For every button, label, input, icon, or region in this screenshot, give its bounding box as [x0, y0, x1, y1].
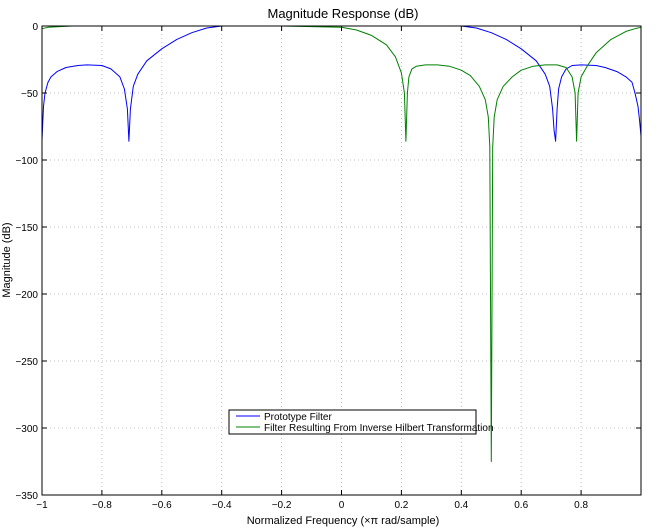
y-tick-label: −350 [15, 491, 38, 502]
x-tick-label: 0.6 [514, 500, 528, 511]
y-tick-label: −100 [15, 156, 38, 167]
x-tick-label: −1 [36, 500, 48, 511]
x-axis-ticks: −1 −0.8 −0.6 −0.4 −0.2 0 0.2 0.4 0.6 0.8 [36, 26, 588, 511]
x-tick-label: 0 [339, 500, 345, 511]
y-tick-label: −300 [15, 424, 38, 435]
y-axis-label: Magnitude (dB) [1, 222, 13, 297]
y-tick-label: −250 [15, 357, 38, 368]
y-tick-label: −200 [15, 290, 38, 301]
x-tick-label: 0.4 [454, 500, 468, 511]
legend: Prototype Filter Filter Resulting From I… [228, 409, 494, 435]
legend-label-prototype-filter: Prototype Filter [264, 412, 332, 423]
legend-label-inverse-hilbert-filter: Filter Resulting From Inverse Hilbert Tr… [264, 423, 494, 434]
x-tick-label: −0.4 [212, 500, 232, 511]
x-axis-label: Normalized Frequency (×π rad/sample) [247, 515, 440, 527]
x-tick-label: 0.2 [394, 500, 408, 511]
y-tick-label: −50 [21, 89, 38, 100]
y-tick-label: 0 [32, 22, 38, 33]
x-tick-label: −0.2 [272, 500, 292, 511]
legend-box [228, 409, 477, 435]
x-tick-label: 0.8 [574, 500, 588, 511]
x-tick-label: −0.6 [152, 500, 172, 511]
y-tick-label: −150 [15, 223, 38, 234]
y-axis-ticks: 0 −50 −100 −150 −200 −250 −300 −350 [15, 22, 641, 502]
x-tick-label: −0.8 [92, 500, 112, 511]
chart-title: Magnitude Response (dB) [267, 6, 418, 21]
